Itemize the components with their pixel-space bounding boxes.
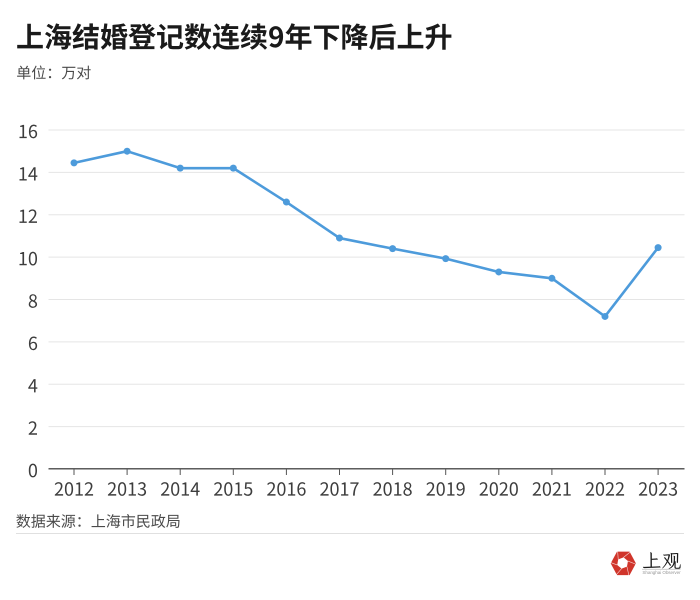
- svg-text:Shanghai Observer: Shanghai Observer: [642, 570, 681, 575]
